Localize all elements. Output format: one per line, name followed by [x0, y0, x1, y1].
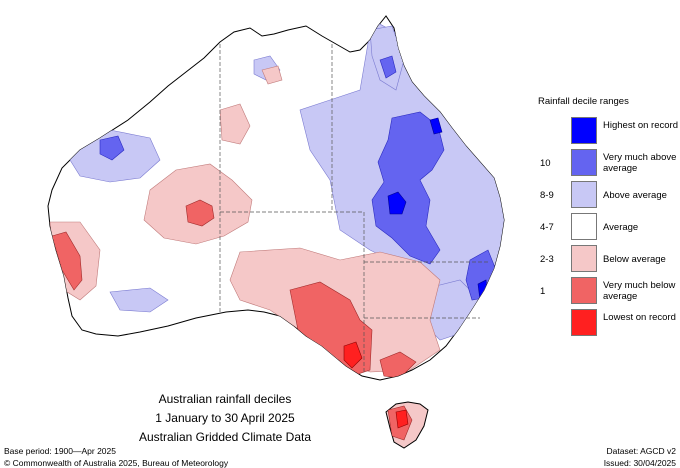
legend-title: Rainfall decile ranges: [538, 96, 629, 107]
map-title-line-3: Australian Gridded Climate Data: [138, 430, 312, 444]
region-above-average-sw: [109, 287, 169, 313]
region-very-much-above-qld: [371, 111, 445, 265]
legend-label-above: Above average: [603, 190, 667, 201]
region-highest-record-south: [477, 279, 489, 301]
legend-swatch-highest: [571, 117, 597, 144]
region-highest-record-central-qld: [387, 191, 407, 215]
legend-label-highest: Highest on record: [603, 120, 678, 131]
legend-decile-4-7: 4-7: [540, 222, 554, 233]
legend-label-average: Average: [603, 222, 639, 233]
region-lowest-record-sa: [343, 341, 363, 369]
legend-decile-2-3: 2-3: [540, 254, 554, 265]
legend-swatch-very-much-below: [571, 277, 597, 304]
legend-swatch-above: [571, 181, 597, 208]
footer-copyright: © Commonwealth of Australia 2025, Bureau…: [4, 458, 229, 468]
region-very-much-above-kimberley: [99, 135, 125, 161]
legend-decile-1: 1: [540, 286, 546, 297]
decile-regions: [49, 19, 504, 380]
region-very-much-below-central: [185, 199, 215, 227]
region-very-much-above-north: [379, 55, 397, 79]
map-title-line-2: 1 January to 30 April 2025: [155, 411, 295, 425]
legend-decile-8-9: 8-9: [540, 190, 554, 201]
legend-decile-10: 10: [540, 158, 551, 169]
state-borders: [219, 44, 490, 372]
region-tas-lowest: [395, 409, 409, 429]
legend-swatch-very-much-above: [571, 149, 597, 176]
region-highest-record-coast: [429, 117, 443, 135]
legend-swatch-below: [571, 245, 597, 272]
legend-label-below: Below average: [603, 254, 666, 265]
legend-swatch-average: [571, 213, 597, 240]
legend-label-lowest: Lowest on record: [603, 312, 676, 323]
map-title-line-1: Australian rainfall deciles: [158, 392, 292, 406]
legend-swatch-lowest: [571, 309, 597, 336]
footer-base-period: Base period: 1900—Apr 2025: [4, 446, 116, 456]
legend-label-very-much-above: Very much above average: [603, 152, 677, 174]
region-below-average-north: [219, 103, 251, 145]
region-very-much-below-vic: [379, 351, 417, 379]
footer-issued: Issued: 30/04/2025: [603, 458, 676, 468]
legend-label-very-much-below: Very much below average: [603, 280, 676, 302]
region-below-average-nt-small: [261, 65, 283, 85]
footer-dataset: Dataset: AGCD v2: [606, 446, 676, 456]
